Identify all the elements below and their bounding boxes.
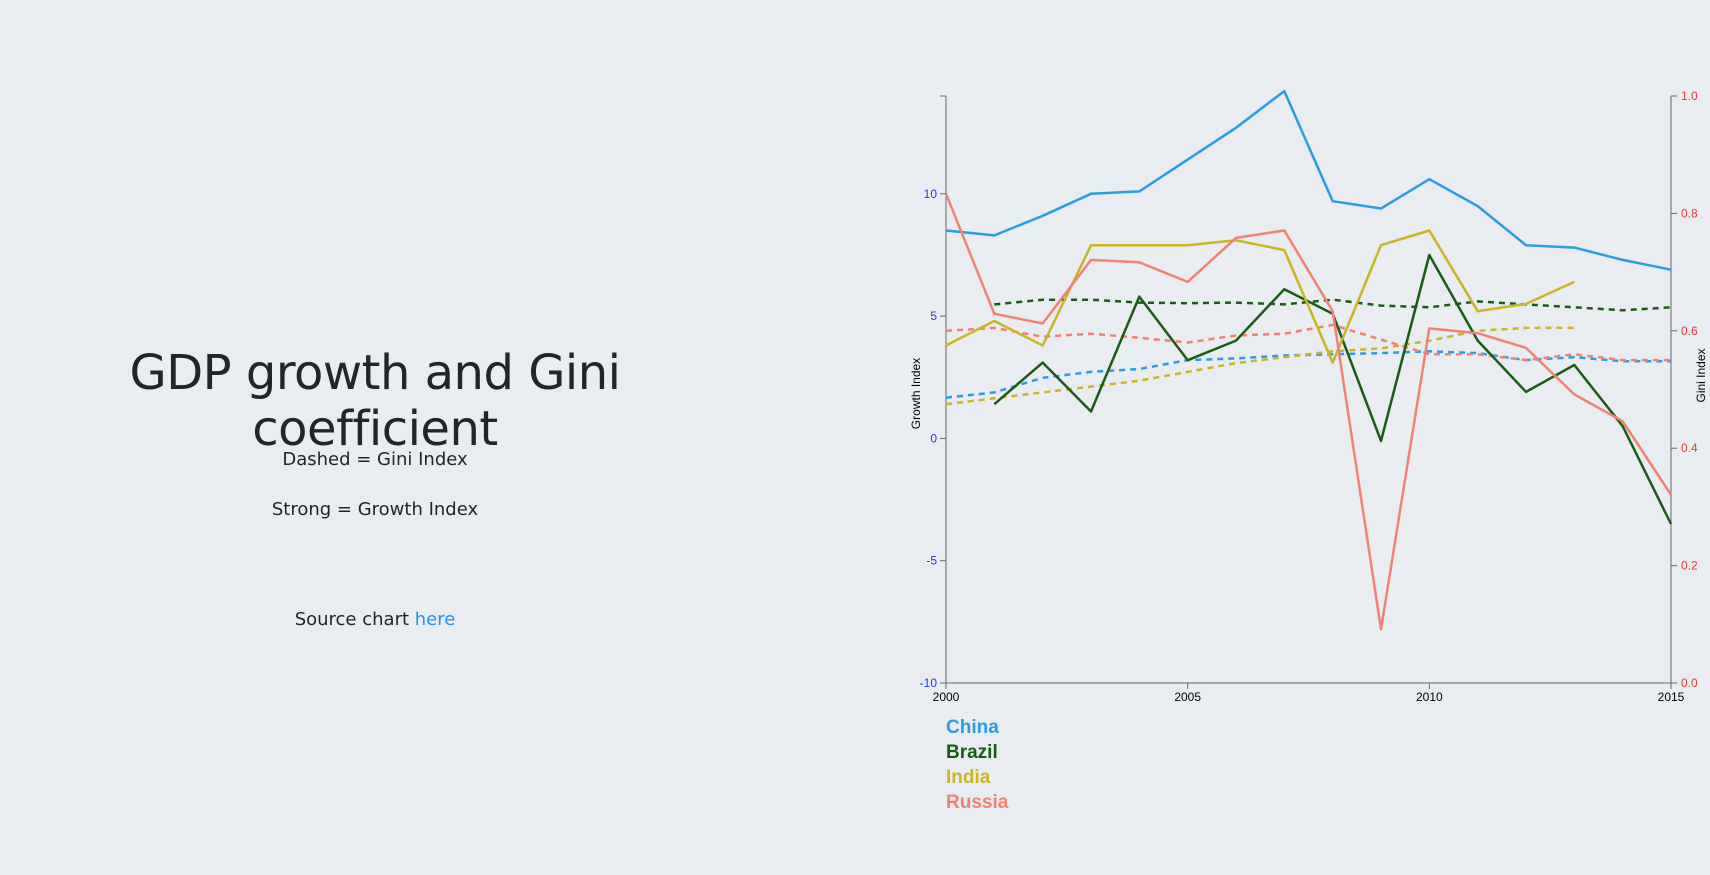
strong-line-note: Strong = Growth Index (271, 499, 479, 520)
legend: China Brazil India Russia (946, 717, 1009, 813)
x-axis-tick-label: 2000 (933, 690, 960, 704)
china-growth-line (945, 89, 1672, 271)
y-axis-right-label: Gini Index (1694, 348, 1708, 402)
india-growth-line (945, 229, 1575, 364)
x-axis-tick-label: 2010 (1416, 690, 1443, 704)
y-axis-left-tick-label: 0 (930, 431, 937, 445)
y-axis-left-tick-label: 10 (924, 187, 938, 201)
y-axis-right-tick-label: 0.2 (1681, 559, 1698, 573)
russia-gini-line (945, 323, 1671, 362)
russia-growth-line (944, 193, 1673, 631)
source-prefix: Source chart (294, 609, 415, 630)
source-line: Source chart here (0, 609, 750, 630)
description-panel: GDP growth and Gini coefficient Dashed =… (0, 0, 750, 875)
x-axis-tick-label: 2005 (1174, 690, 1201, 704)
y-axis-right-tick-label: 1.0 (1681, 89, 1698, 103)
series-lines (944, 89, 1673, 631)
axes: -10 -5 0 5 10 Growth Index 0.0 0.2 0.4 0.6 0.8 1.0 G… (909, 89, 1708, 704)
y-axis-right-tick-label: 0.0 (1681, 676, 1698, 690)
y-axis-left-label: Growth Index (909, 358, 923, 429)
legend-item-india: India (946, 767, 991, 788)
y-axis-right-tick-label: 0.8 (1681, 206, 1698, 220)
y-axis-right-tick-label: 0.4 (1681, 441, 1698, 455)
y-axis-left-tick-label: 5 (930, 309, 937, 323)
dashed-line-note: Dashed = Gini Index (282, 449, 468, 470)
page-title: GDP growth and Gini coefficient (129, 345, 621, 457)
legend-item-brazil: Brazil (946, 742, 998, 763)
brazil-gini-line (994, 298, 1672, 312)
source-chart-link[interactable]: here (414, 609, 456, 630)
legend-item-china: China (946, 717, 999, 738)
x-axis-tick-label: 2015 (1658, 690, 1685, 704)
y-axis-right-tick-label: 0.6 (1681, 324, 1698, 338)
y-axis-left-tick-label: -5 (926, 554, 937, 568)
legend-item-russia: Russia (946, 792, 1009, 813)
y-axis-left-tick-label: -10 (920, 676, 938, 690)
